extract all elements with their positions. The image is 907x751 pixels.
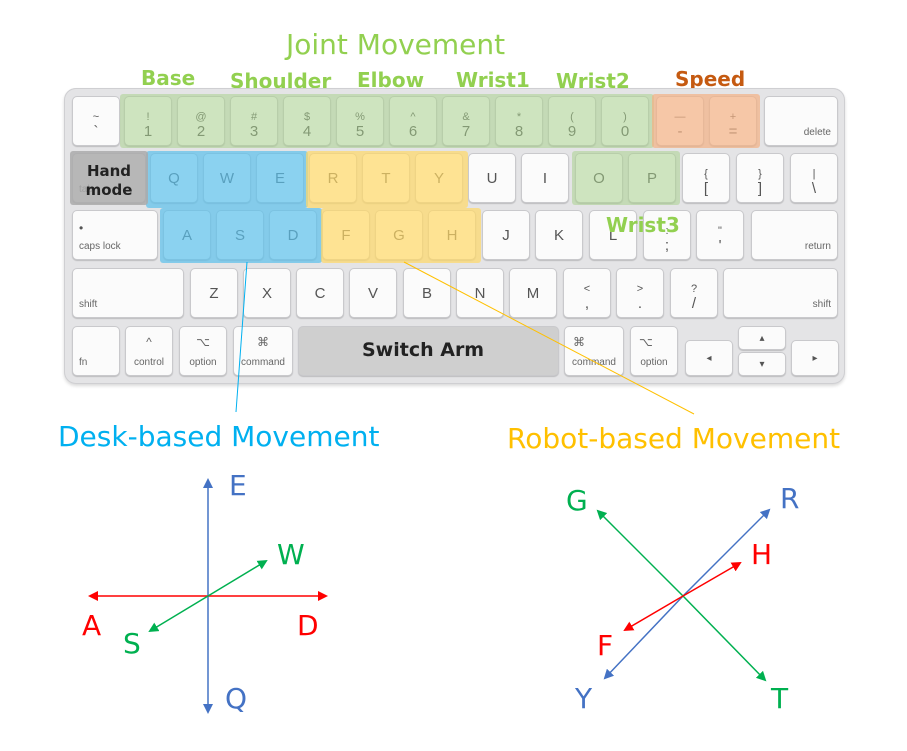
joint-movement-title: Joint Movement — [286, 28, 506, 61]
robot-axis-h — [682, 561, 742, 597]
key-comma[interactable]: <, — [563, 268, 611, 318]
key-fn[interactable]: fn — [72, 326, 120, 376]
desk-axis-s — [148, 595, 209, 633]
desk-label-s: S — [123, 627, 141, 660]
robot-label-f: F — [597, 629, 614, 662]
speed-label: Speed — [675, 67, 746, 91]
key-shift-left[interactable]: shift — [72, 268, 184, 318]
robot-axis-t — [682, 595, 767, 682]
wrist3-label: Wrist3 — [606, 213, 680, 237]
key-arrow-right[interactable]: ▸ — [791, 340, 839, 376]
key-l[interactable]: L — [589, 210, 637, 260]
key-m[interactable]: M — [509, 268, 557, 318]
key-backslash[interactable]: | \ — [790, 153, 838, 203]
key-space[interactable] — [298, 326, 559, 376]
key-option-right[interactable]: ⌥ option — [630, 326, 678, 376]
key-delete[interactable]: delete — [764, 96, 838, 146]
key-command-left[interactable]: ⌘ command — [233, 326, 293, 376]
desk-label-d: D — [297, 609, 319, 642]
key-i[interactable]: I — [521, 153, 569, 203]
robot-label-y: Y — [575, 682, 593, 715]
robot-label-g: G — [566, 484, 588, 517]
robot-axis-f — [623, 595, 684, 632]
base-label: Base — [141, 66, 196, 90]
key-k[interactable]: K — [535, 210, 583, 260]
switch-arm-label: Switch Arm — [362, 339, 485, 361]
key-tilde[interactable]: ~ ` — [72, 96, 120, 146]
key-bracket-open[interactable]: {[ — [682, 153, 730, 203]
key-control[interactable]: ^ control — [125, 326, 173, 376]
key-shift-right[interactable]: shift — [723, 268, 838, 318]
robot-label-r: R — [780, 482, 800, 515]
desk-leader-line — [235, 261, 248, 413]
key-x[interactable]: X — [243, 268, 291, 318]
key-slash[interactable]: ? / — [670, 268, 718, 318]
key-u[interactable]: U — [468, 153, 516, 203]
robot-axis-g — [596, 509, 684, 597]
desk-axis-w — [207, 559, 268, 597]
desk-based-title: Desk-based Movement — [58, 420, 380, 453]
key-option-left[interactable]: ⌥ option — [179, 326, 227, 376]
key-arrow-down[interactable]: ▾ — [738, 352, 786, 376]
key-period[interactable]: >. — [616, 268, 664, 318]
key-quote[interactable]: " ' — [696, 210, 744, 260]
key-return[interactable]: return — [751, 210, 838, 260]
key-v[interactable]: V — [349, 268, 397, 318]
key-b[interactable]: B — [403, 268, 451, 318]
desk-label-e: E — [229, 469, 247, 502]
key-z[interactable]: Z — [190, 268, 238, 318]
key-caps-lock[interactable]: • caps lock — [72, 210, 158, 260]
robot-label-h: H — [751, 538, 773, 571]
key-arrow-left[interactable]: ◂ — [685, 340, 733, 376]
key-c[interactable]: C — [296, 268, 344, 318]
key-arrow-up[interactable]: ▴ — [738, 326, 786, 350]
key-semicolon[interactable]: :; — [643, 210, 691, 260]
robot-label-t: T — [771, 682, 789, 715]
key-bracket-close[interactable]: }] — [736, 153, 784, 203]
desk-label-a: A — [82, 609, 102, 642]
desk-label-w: W — [277, 538, 305, 571]
robot-axis-y — [603, 595, 684, 680]
robot-axis-r — [682, 508, 771, 597]
desk-label-q: Q — [225, 682, 248, 715]
hand-mode-label: Hand mode — [85, 162, 133, 199]
key-j[interactable]: J — [482, 210, 530, 260]
robot-based-title: Robot-based Movement — [507, 422, 841, 455]
key-command-right[interactable]: ⌘ command — [564, 326, 624, 376]
robot-leader-line — [403, 261, 695, 415]
